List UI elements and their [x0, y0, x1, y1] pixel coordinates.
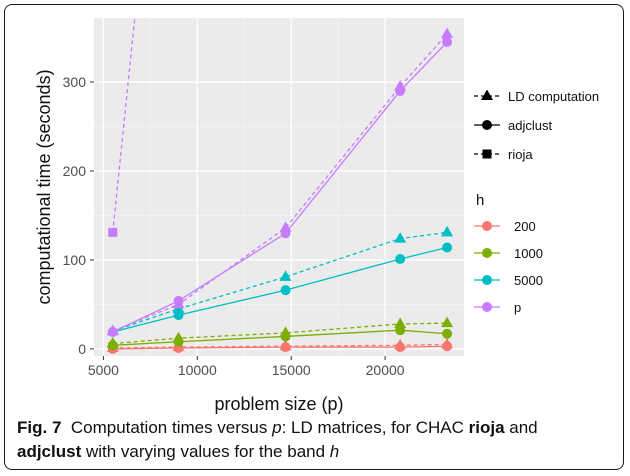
h-legend-label: p [514, 300, 521, 315]
h-legend-key-marker [482, 221, 492, 231]
x-tick-label: 15000 [272, 362, 311, 378]
series-line-h-1000-ld-computation [112, 322, 448, 345]
figure-label: Fig. 7 [17, 418, 62, 437]
data-point-h-p-adjclust [395, 85, 406, 96]
x-tick-label: 20000 [366, 362, 405, 378]
series-line-h-5000-ld-computation [112, 231, 448, 332]
h-legend-label: 1000 [514, 246, 543, 261]
data-point-h-p-adjclust [280, 228, 291, 239]
data-point-h-1000-adjclust [280, 331, 291, 342]
y-axis-title: computational time (seconds) [34, 69, 54, 304]
h-legend-label: 200 [514, 219, 536, 234]
y-tick-label: 0 [78, 341, 86, 357]
data-point-h-1000-ld-computation [394, 317, 407, 328]
data-point-h-5000-ld-computation [279, 270, 292, 281]
data-point-h-p-ld-computation [441, 27, 454, 39]
caption-adjclust: adjclust [17, 442, 82, 461]
y-tick-label: 100 [63, 252, 87, 268]
h-legend-title: h [476, 192, 484, 209]
data-point-h-5000-ld-computation [394, 232, 407, 243]
data-point-h-1000-adjclust [442, 328, 453, 339]
method-legend-label: LD computation [508, 89, 599, 104]
caption-text-2: : LD matrices, for CHAC [281, 418, 469, 437]
method-legend-key-marker [481, 89, 493, 100]
data-point-h-p-adjclust [173, 295, 184, 306]
series-line-h-200-ld-computation [112, 343, 448, 349]
x-axis-title: problem size (p) [214, 394, 343, 414]
y-tick-label: 200 [63, 163, 87, 179]
data-point-h-1000-adjclust [107, 340, 118, 351]
data-point-h-1000-adjclust [173, 336, 184, 347]
data-point-h-p-adjclust [107, 326, 118, 337]
data-point-h-5000-ld-computation [441, 225, 454, 237]
caption-text-3: and [504, 418, 538, 437]
series-line-h-p-ld-computation [112, 33, 448, 332]
figure-frame [4, 4, 624, 470]
caption-var-h: h [329, 442, 340, 461]
caption-text-1: Computation times versus [70, 418, 273, 437]
caption-var-p: p [272, 418, 282, 437]
method-legend-label: rioja [508, 147, 533, 162]
data-point-h-p-rioja [108, 227, 118, 237]
y-tick-label: 300 [63, 74, 87, 90]
h-legend-key-marker [482, 275, 492, 285]
method-legend-key-marker [482, 120, 492, 130]
caption-rioja: rioja [468, 418, 505, 437]
x-tick-label: 10000 [178, 362, 217, 378]
h-legend-label: 5000 [514, 273, 543, 288]
data-point-h-1000-adjclust [395, 325, 406, 336]
figure-caption: Fig. 7 Computation times versus p: LD ma… [17, 416, 617, 464]
data-point-h-200-adjclust [442, 341, 453, 352]
data-point-h-p-adjclust [442, 37, 453, 48]
x-tick-label: 5000 [88, 362, 119, 378]
data-point-h-5000-adjclust [173, 310, 184, 321]
series-layer [106, 18, 454, 354]
data-point-h-5000-adjclust [395, 254, 406, 265]
h-legend-key-marker [482, 302, 492, 312]
data-point-h-5000-adjclust [442, 242, 453, 253]
method-legend-label: adjclust [508, 118, 552, 133]
plot-panel [94, 18, 464, 356]
data-point-h-200-adjclust [395, 342, 406, 353]
method-legend-key-marker [482, 149, 492, 159]
h-legend-key-marker [482, 248, 492, 258]
caption-text-4: with varying values for the band [81, 442, 330, 461]
data-point-h-5000-adjclust [280, 285, 291, 296]
data-point-h-1000-ld-computation [441, 316, 454, 328]
data-point-h-200-adjclust [280, 342, 291, 353]
